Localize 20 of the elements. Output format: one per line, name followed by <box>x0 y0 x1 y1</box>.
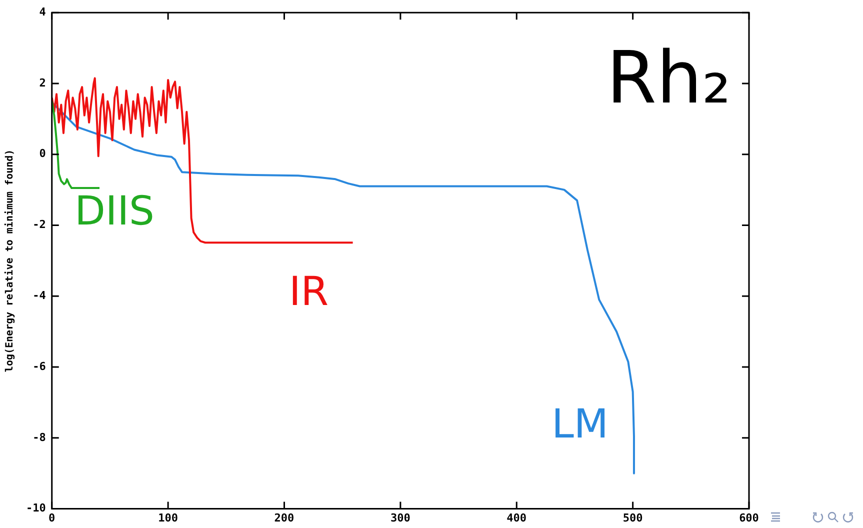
series-label: DIIS <box>74 188 154 234</box>
x-tick-label: 0 <box>48 511 56 524</box>
x-tick-label: 300 <box>390 511 410 524</box>
x-tick-label: 600 <box>739 511 759 524</box>
y-tick-label: 2 <box>39 76 46 90</box>
x-tick-label: 200 <box>274 511 294 524</box>
chart-title: Rh₂ <box>606 36 731 120</box>
y-tick-label: -2 <box>32 218 46 232</box>
x-tick-label: 100 <box>158 511 178 524</box>
x-tick-label: 400 <box>506 511 527 524</box>
y-tick-label: -10 <box>26 502 46 515</box>
series-label: IR <box>289 269 329 316</box>
series-label: LM <box>552 402 608 448</box>
y-tick-label: 4 <box>39 5 46 18</box>
y-tick-label: -8 <box>32 430 46 444</box>
y-tick-label: -6 <box>32 360 46 373</box>
x-tick-label: 500 <box>622 511 643 524</box>
y-axis-title: log(Energy relative to minimum found) <box>4 149 16 372</box>
y-tick-label: -4 <box>32 289 46 302</box>
y-tick-label: 0 <box>39 147 46 160</box>
